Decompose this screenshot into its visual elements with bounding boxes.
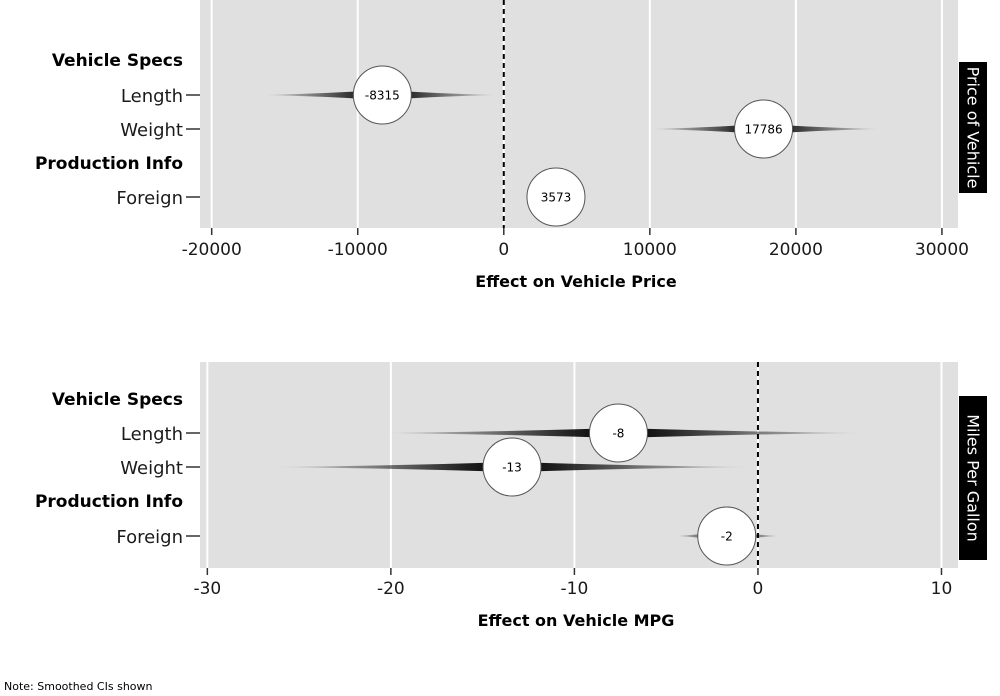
facet-strip-label: Miles Per Gallon xyxy=(964,414,983,542)
estimate-point xyxy=(734,99,794,159)
x-axis-title: Effect on Vehicle Price xyxy=(475,272,677,291)
estimate-point xyxy=(588,403,648,463)
facet-strip xyxy=(959,396,987,560)
term-label: Foreign xyxy=(116,188,183,209)
mpg-panel: -30 -20 -10 0 10 Effect on Vehicle MPG Vehicle… xyxy=(35,362,987,630)
x-tick-label: 30000 xyxy=(915,240,969,260)
term-label: Weight xyxy=(120,458,183,479)
group-label: Production Info xyxy=(35,154,183,174)
x-tick-label: -30 xyxy=(193,579,221,599)
term-label: Foreign xyxy=(116,527,183,548)
estimate-point xyxy=(352,65,412,125)
group-label: Production Info xyxy=(35,492,183,512)
price-panel: -20000 -10000 0 10000 20000 30000 Effect on Ve… xyxy=(35,0,987,291)
footnote: Note: Smoothed CIs shown xyxy=(4,680,153,693)
x-tick-label: -20000 xyxy=(182,240,242,260)
x-tick-label: 0 xyxy=(498,240,509,260)
x-tick-label: -10 xyxy=(561,579,589,599)
facet-strip xyxy=(959,62,987,193)
x-tick-label: 10000 xyxy=(623,240,677,260)
x-tick-label: -10000 xyxy=(328,240,388,260)
group-label: Vehicle Specs xyxy=(52,390,183,410)
x-tick-label: 20000 xyxy=(769,240,823,260)
x-tick-label: 0 xyxy=(753,579,764,599)
x-tick-label: 10 xyxy=(931,579,953,599)
coefficient-chart: -20000 -10000 0 10000 20000 30000 Effect on Ve… xyxy=(35,0,987,630)
facet-strip-label: Price of Vehicle xyxy=(964,67,983,189)
estimate-label: -13 xyxy=(502,461,522,475)
estimate-point xyxy=(697,506,757,566)
group-label: Vehicle Specs xyxy=(52,51,183,71)
estimate-label: -8315 xyxy=(365,89,400,103)
estimate-label: -8 xyxy=(612,427,624,441)
estimate-label: 17786 xyxy=(744,123,782,137)
estimate-point xyxy=(482,437,542,497)
x-axis-title: Effect on Vehicle MPG xyxy=(478,611,675,630)
term-label: Length xyxy=(121,86,183,107)
term-label: Weight xyxy=(120,120,183,141)
x-tick-label: -20 xyxy=(377,579,405,599)
estimate-label: 3573 xyxy=(541,191,572,205)
term-label: Length xyxy=(121,424,183,445)
estimate-point xyxy=(526,167,586,227)
estimate-label: -2 xyxy=(721,530,733,544)
